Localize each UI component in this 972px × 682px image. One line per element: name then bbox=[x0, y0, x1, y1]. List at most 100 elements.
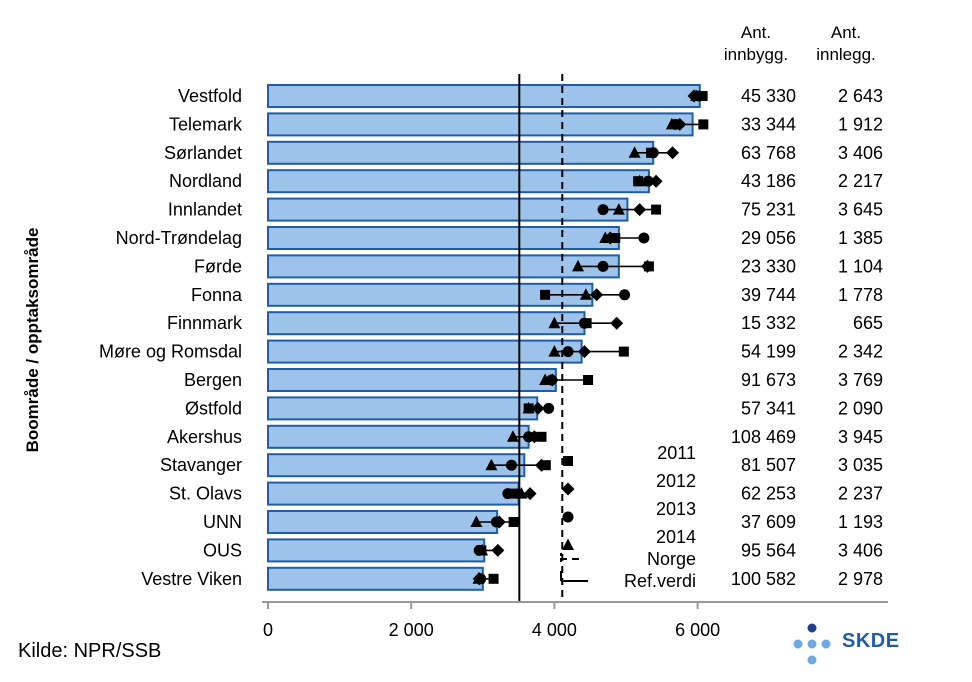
bar bbox=[267, 481, 520, 506]
bar bbox=[267, 169, 650, 194]
point-2013 bbox=[523, 431, 535, 443]
value-innbygg: 81 507 bbox=[741, 455, 796, 475]
bar bbox=[267, 453, 526, 478]
legend-label: 2014 bbox=[656, 527, 696, 547]
point-2014 bbox=[572, 259, 585, 272]
category-label: Vestre Viken bbox=[141, 569, 242, 589]
x-tick-label: 0 bbox=[263, 620, 273, 640]
category-label: Innlandet bbox=[168, 200, 242, 220]
value-innbygg: 63 768 bbox=[741, 143, 796, 163]
point-2013 bbox=[562, 346, 574, 358]
column-header-innlegg-line1: Ant. bbox=[830, 23, 862, 42]
value-innbygg: 75 231 bbox=[741, 200, 796, 220]
point-2011 bbox=[618, 346, 629, 357]
point-2014 bbox=[628, 146, 641, 158]
point-2012 bbox=[640, 259, 654, 273]
category-label: St. Olavs bbox=[169, 484, 242, 504]
x-tick-label: 4 000 bbox=[532, 620, 577, 640]
source-note: Kilde: NPR/SSB bbox=[18, 640, 162, 662]
value-innbygg: 23 330 bbox=[741, 256, 796, 276]
point-2014 bbox=[539, 373, 552, 385]
value-innbygg: 43 186 bbox=[741, 171, 796, 191]
point-2013 bbox=[638, 232, 650, 244]
point-2014 bbox=[579, 288, 592, 300]
category-label: Akershus bbox=[167, 427, 242, 447]
legend-label: 2013 bbox=[656, 499, 696, 519]
category-label: Finnmark bbox=[167, 313, 243, 333]
column-header-innbygg: Ant. innbygg. bbox=[712, 22, 800, 66]
point-2013 bbox=[505, 459, 517, 471]
bar bbox=[267, 368, 557, 392]
point-2012 bbox=[531, 401, 545, 415]
point-2012 bbox=[523, 487, 537, 501]
value-innbygg: 95 564 bbox=[741, 540, 796, 560]
point-2014 bbox=[470, 515, 483, 527]
bar bbox=[267, 226, 620, 250]
bar bbox=[267, 311, 586, 336]
point-2013 bbox=[597, 260, 609, 272]
value-innlegg: 2 217 bbox=[838, 171, 883, 191]
point-2012 bbox=[577, 345, 591, 359]
bar bbox=[267, 566, 484, 591]
legend-label: 2011 bbox=[657, 443, 696, 463]
category-label: Møre og Romsdal bbox=[99, 342, 242, 362]
point-2013 bbox=[642, 175, 654, 187]
point-2014 bbox=[476, 543, 489, 556]
bar bbox=[267, 396, 539, 421]
point-2013 bbox=[578, 317, 590, 329]
value-innlegg: 3 645 bbox=[838, 200, 883, 220]
point-2013 bbox=[647, 147, 659, 159]
point-2014 bbox=[506, 430, 519, 442]
bar bbox=[267, 84, 701, 108]
value-innbygg: 57 341 bbox=[741, 398, 796, 418]
value-innbygg: 45 330 bbox=[741, 86, 796, 106]
value-innlegg: 1 912 bbox=[838, 114, 883, 134]
category-label: Fonna bbox=[191, 285, 243, 305]
value-innlegg: 3 035 bbox=[838, 455, 883, 475]
point-2014 bbox=[633, 174, 646, 187]
point-2013 bbox=[597, 204, 609, 216]
point-2014 bbox=[612, 203, 625, 215]
point-2012 bbox=[491, 543, 505, 557]
value-innlegg: 665 bbox=[853, 313, 883, 333]
point-2011 bbox=[488, 573, 499, 584]
logo-text: SKDE bbox=[842, 630, 900, 652]
legend-label: 2012 bbox=[656, 471, 696, 491]
value-innlegg: 1 104 bbox=[838, 256, 883, 276]
category-label: Nord-Trøndelag bbox=[116, 228, 242, 248]
value-innbygg: 100 582 bbox=[731, 569, 796, 589]
legend-marker-2014 bbox=[562, 538, 574, 550]
column-header-innlegg: Ant. innlegg. bbox=[805, 22, 887, 66]
bar bbox=[267, 424, 530, 449]
point-2013 bbox=[502, 488, 514, 500]
point-2012 bbox=[535, 458, 549, 472]
value-innlegg: 1 193 bbox=[838, 512, 883, 532]
value-innbygg: 33 344 bbox=[741, 114, 796, 134]
value-innlegg: 2 643 bbox=[838, 86, 883, 106]
value-innbygg: 37 609 bbox=[741, 512, 796, 532]
value-innlegg: 3 945 bbox=[838, 427, 883, 447]
legend-label: Ref.verdi bbox=[624, 571, 696, 591]
point-2014 bbox=[690, 89, 703, 101]
category-label: Bergen bbox=[184, 370, 242, 390]
point-2011 bbox=[698, 119, 709, 130]
point-2011 bbox=[508, 517, 519, 527]
value-innlegg: 2 342 bbox=[838, 342, 883, 362]
bar bbox=[267, 112, 694, 137]
category-label: Nordland bbox=[169, 171, 242, 191]
legend-label: Norge bbox=[647, 549, 696, 569]
point-2012 bbox=[633, 203, 647, 217]
value-innbygg: 108 469 bbox=[731, 427, 796, 447]
bar bbox=[267, 510, 499, 534]
point-2014 bbox=[599, 231, 612, 243]
value-innbygg: 15 332 bbox=[741, 313, 796, 333]
value-innlegg: 2 237 bbox=[838, 484, 883, 504]
value-innlegg: 1 385 bbox=[838, 228, 883, 248]
point-2013 bbox=[490, 516, 502, 528]
point-2014 bbox=[548, 316, 561, 329]
point-2014 bbox=[472, 572, 485, 584]
point-2012 bbox=[649, 174, 663, 188]
x-tick-label: 2 000 bbox=[389, 620, 434, 640]
value-innbygg: 54 199 bbox=[741, 342, 796, 362]
